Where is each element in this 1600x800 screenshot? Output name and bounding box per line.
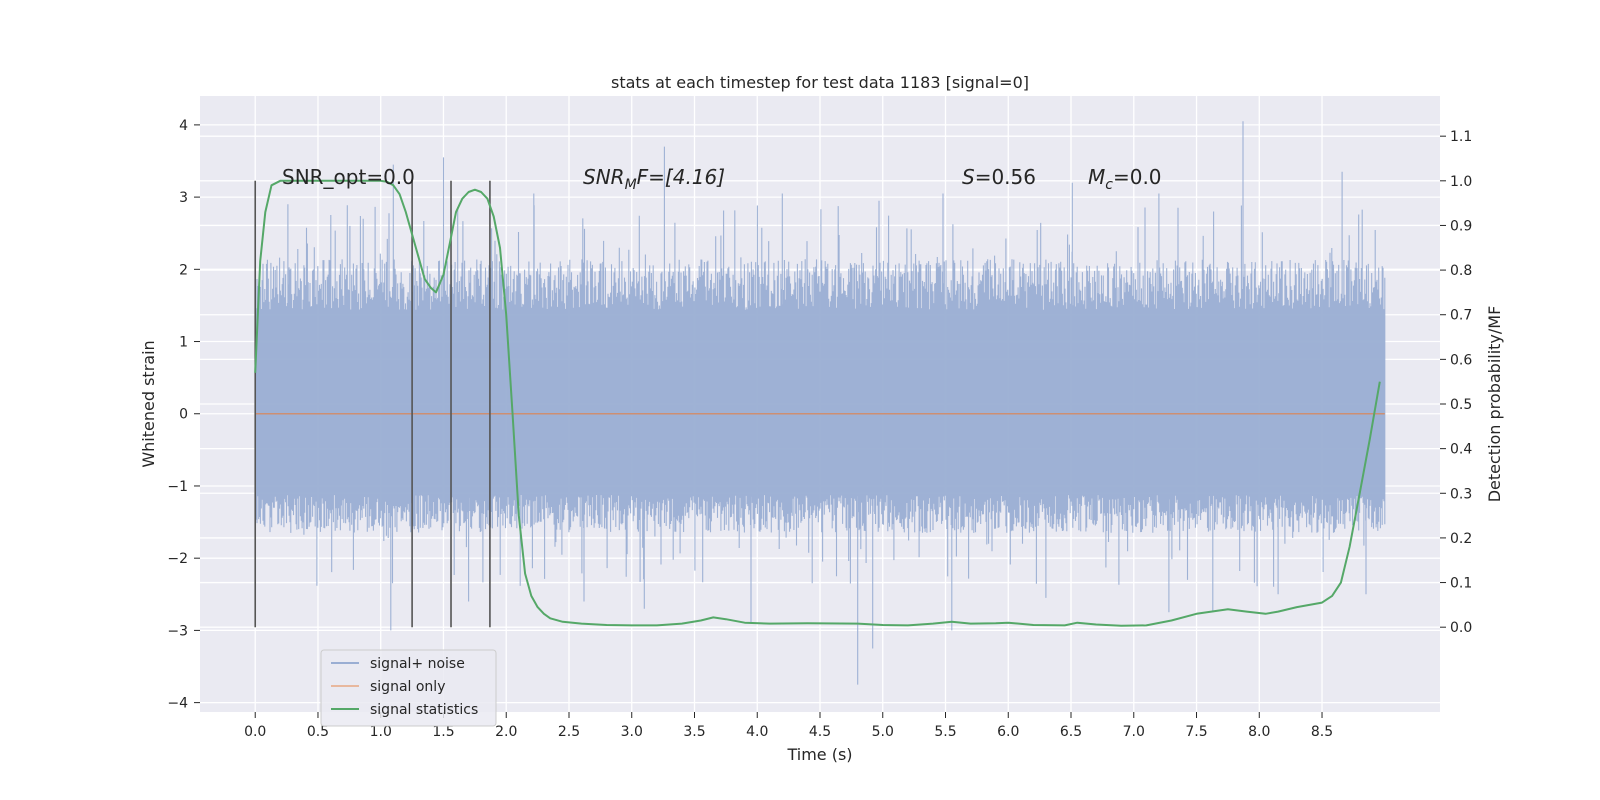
x-tick-label: 6.0 <box>997 724 1019 740</box>
y2-tick-label: 0.8 <box>1450 263 1472 279</box>
y2-tick-label: 0.7 <box>1450 308 1472 324</box>
y-tick-label: −4 <box>167 696 188 712</box>
x-tick-label: 4.5 <box>809 724 831 740</box>
legend: signal+ noise signal only signal statist… <box>320 649 497 727</box>
y2-tick-label: 0.2 <box>1450 531 1472 547</box>
legend-label-signal: signal only <box>370 679 445 695</box>
x-tick-label: 3.5 <box>683 724 705 740</box>
axis-ticks: 0.0 0.5 1.0 1.5 2.0 2.5 3.0 3.5 4.0 4.5 5.0 5.5 6.0 6… <box>167 118 1472 740</box>
y-tick-label: 0 <box>179 407 188 423</box>
annotation-snr-opt: SNR_opt=0.0 <box>282 165 415 189</box>
chart-title: stats at each timestep for test data 118… <box>611 73 1029 92</box>
y-tick-label: −3 <box>167 623 188 639</box>
annotation-snr-mf-base: SNR <box>583 165 625 189</box>
vertical-markers <box>254 180 491 628</box>
y-tick-label: 1 <box>179 335 188 351</box>
annotation-snr-mf-sub: M <box>625 177 637 193</box>
y-tick-label: 2 <box>179 262 188 278</box>
x-tick-label: 4.0 <box>746 724 768 740</box>
x-tick-label: 7.0 <box>1123 724 1145 740</box>
annotation-mc-symbol: M <box>1088 165 1105 189</box>
x-tick-label: 6.5 <box>1060 724 1082 740</box>
annotation-snr-mf-rest: F=[4.16] <box>637 165 725 189</box>
x-tick-label: 1.5 <box>432 724 454 740</box>
y-tick-label: −1 <box>167 479 188 495</box>
annotation-mc-sub: c <box>1105 177 1113 193</box>
y2-tick-label: 1.1 <box>1450 129 1472 145</box>
y2-tick-label: 0.0 <box>1450 620 1472 636</box>
y2-tick-label: 0.5 <box>1450 397 1472 413</box>
statistics-series <box>254 179 1381 627</box>
annotation-snr-mf: SNRMF=[4.16] <box>583 165 725 193</box>
x-tick-label: 3.0 <box>621 724 643 740</box>
x-tick-label: 2.0 <box>495 724 517 740</box>
y2-tick-label: 0.9 <box>1450 218 1472 234</box>
x-tick-label: 8.0 <box>1248 724 1270 740</box>
y2-axis-label: Detection probability/MF <box>1485 306 1504 503</box>
legend-label-noise: signal+ noise <box>370 656 465 672</box>
x-tick-label: 5.5 <box>934 724 956 740</box>
x-tick-label: 0.5 <box>307 724 329 740</box>
annotation-s-value: =0.56 <box>975 165 1036 189</box>
x-tick-label: 7.5 <box>1185 724 1207 740</box>
statistics-line <box>254 179 1381 627</box>
annotation-s: S=0.56 <box>962 165 1036 189</box>
annotation-s-symbol: S <box>962 165 975 189</box>
y-tick-label: 4 <box>179 118 188 134</box>
y2-tick-label: 0.1 <box>1450 576 1472 592</box>
x-tick-label: 0.0 <box>244 724 266 740</box>
annotation-mc: Mc=0.0 <box>1088 165 1162 193</box>
x-tick-label: 1.0 <box>370 724 392 740</box>
annotation-mc-value: =0.0 <box>1113 165 1162 189</box>
x-tick-label: 8.5 <box>1311 724 1333 740</box>
y2-tick-label: 0.4 <box>1450 442 1472 458</box>
x-axis-label: Time (s) <box>786 745 852 764</box>
y2-tick-label: 0.6 <box>1450 352 1472 368</box>
y-tick-label: −2 <box>167 551 188 567</box>
legend-box <box>320 649 497 727</box>
y2-tick-label: 0.3 <box>1450 486 1472 502</box>
y-axis-label: Whitened strain <box>139 340 158 467</box>
y2-tick-label: 1.0 <box>1450 174 1472 190</box>
y-tick-label: 3 <box>179 190 188 206</box>
legend-label-statistics: signal statistics <box>370 702 478 718</box>
x-tick-label: 2.5 <box>558 724 580 740</box>
x-tick-label: 5.0 <box>872 724 894 740</box>
